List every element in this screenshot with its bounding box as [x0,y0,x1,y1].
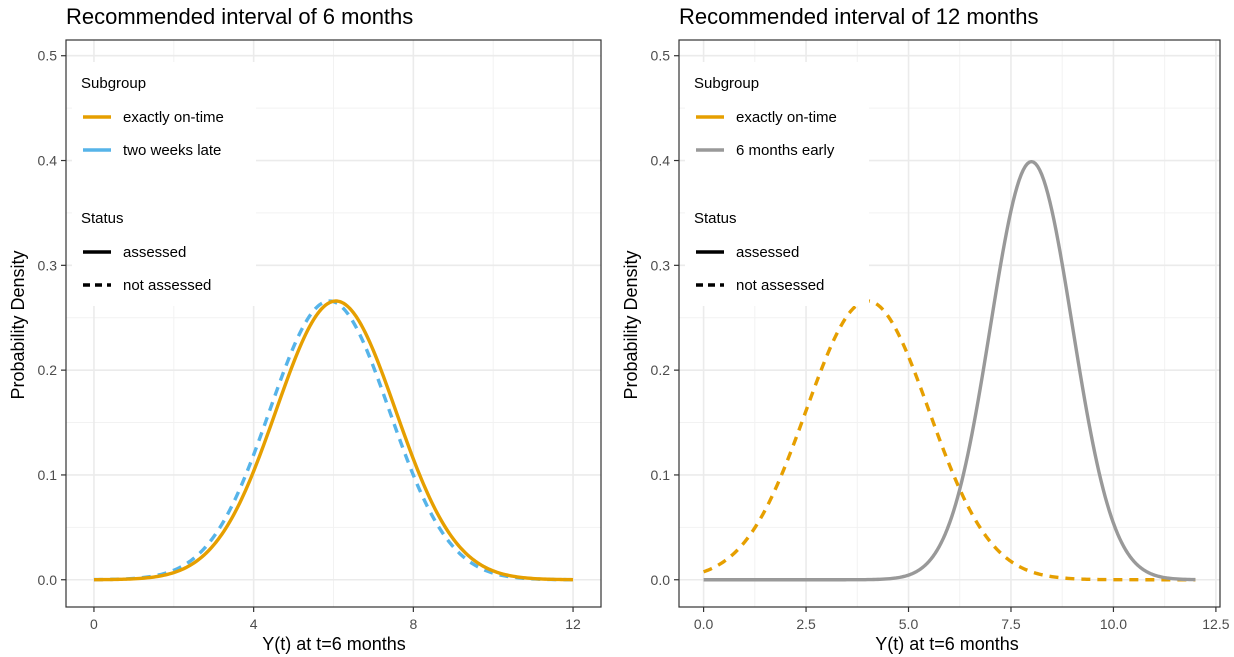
right-legend-label: exactly on-time [736,109,837,126]
right-series-exactly-on-time-line [703,299,1196,582]
right-y-tick-label: 0.0 [651,572,671,588]
left-y-axis-label: Probability Density [8,250,28,399]
left-y-tick-label: 0.4 [38,153,58,169]
right-legend: Subgroup exactly on-time 6 months early Sta… [685,62,869,306]
left-legend-label: assessed [123,244,186,261]
right-y-tick-label: 0.1 [651,467,671,483]
right-x-tick-label: 12.5 [1202,616,1229,632]
right-legend-status-title: Status [694,210,737,227]
right-x-tick-label: 7.5 [1001,616,1021,632]
right-legend-label: 6 months early [736,142,835,159]
right-y-tick-label: 0.3 [651,257,671,273]
right-y-tick-label: 0.4 [651,153,671,169]
left-y-tick-label: 0.1 [38,467,58,483]
left-chart-title: Recommended interval of 6 months [66,4,413,29]
left-y-tick-label: 0.5 [38,48,58,64]
right-x-tick-label: 0.0 [694,616,714,632]
right-panel-border [678,39,1221,608]
left-legend-label: not assessed [123,277,211,294]
left-y-tick-label: 0.3 [38,257,58,273]
left-legend-label: exactly on-time [123,109,224,126]
left-x-tick-label: 12 [565,616,581,632]
right-chart-title: Recommended interval of 12 months [679,4,1039,29]
left-x-tick-label: 0 [90,616,98,632]
right-x-tick-label: 2.5 [796,616,816,632]
left-y-tick-label: 0.0 [38,572,58,588]
left-x-tick-label: 4 [250,616,258,632]
left-legend: Subgroup exactly on-time two weeks late Sta… [72,62,256,306]
left-legend-subgroup-title: Subgroup [81,75,146,92]
left-series-exactly-on-time-line [93,299,574,582]
right-panel: Recommended interval of 12 months Probab… [621,4,1230,654]
left-x-tick-label: 8 [409,616,417,632]
left-x-axis-label: Y(t) at t=6 months [262,634,406,654]
right-legend-background [685,62,869,306]
right-y-tick-label: 0.2 [651,362,671,378]
right-y-tick-label: 0.5 [651,48,671,64]
right-x-tick-label: 5.0 [899,616,919,632]
right-series-6-months-early-line [703,159,1196,582]
left-panel: Recommended interval of 6 months Probabi… [8,4,602,654]
left-y-tick-label: 0.2 [38,362,58,378]
right-x-axis-label: Y(t) at t=6 months [875,634,1019,654]
left-panel-border [65,39,602,608]
right-legend-label: assessed [736,244,799,261]
right-x-tick-label: 10.0 [1100,616,1127,632]
right-y-axis-label: Probability Density [621,250,641,399]
left-legend-status-title: Status [81,210,124,227]
right-legend-label: not assessed [736,277,824,294]
left-legend-label: two weeks late [123,142,221,159]
right-legend-subgroup-title: Subgroup [694,75,759,92]
left-legend-background [72,62,256,306]
